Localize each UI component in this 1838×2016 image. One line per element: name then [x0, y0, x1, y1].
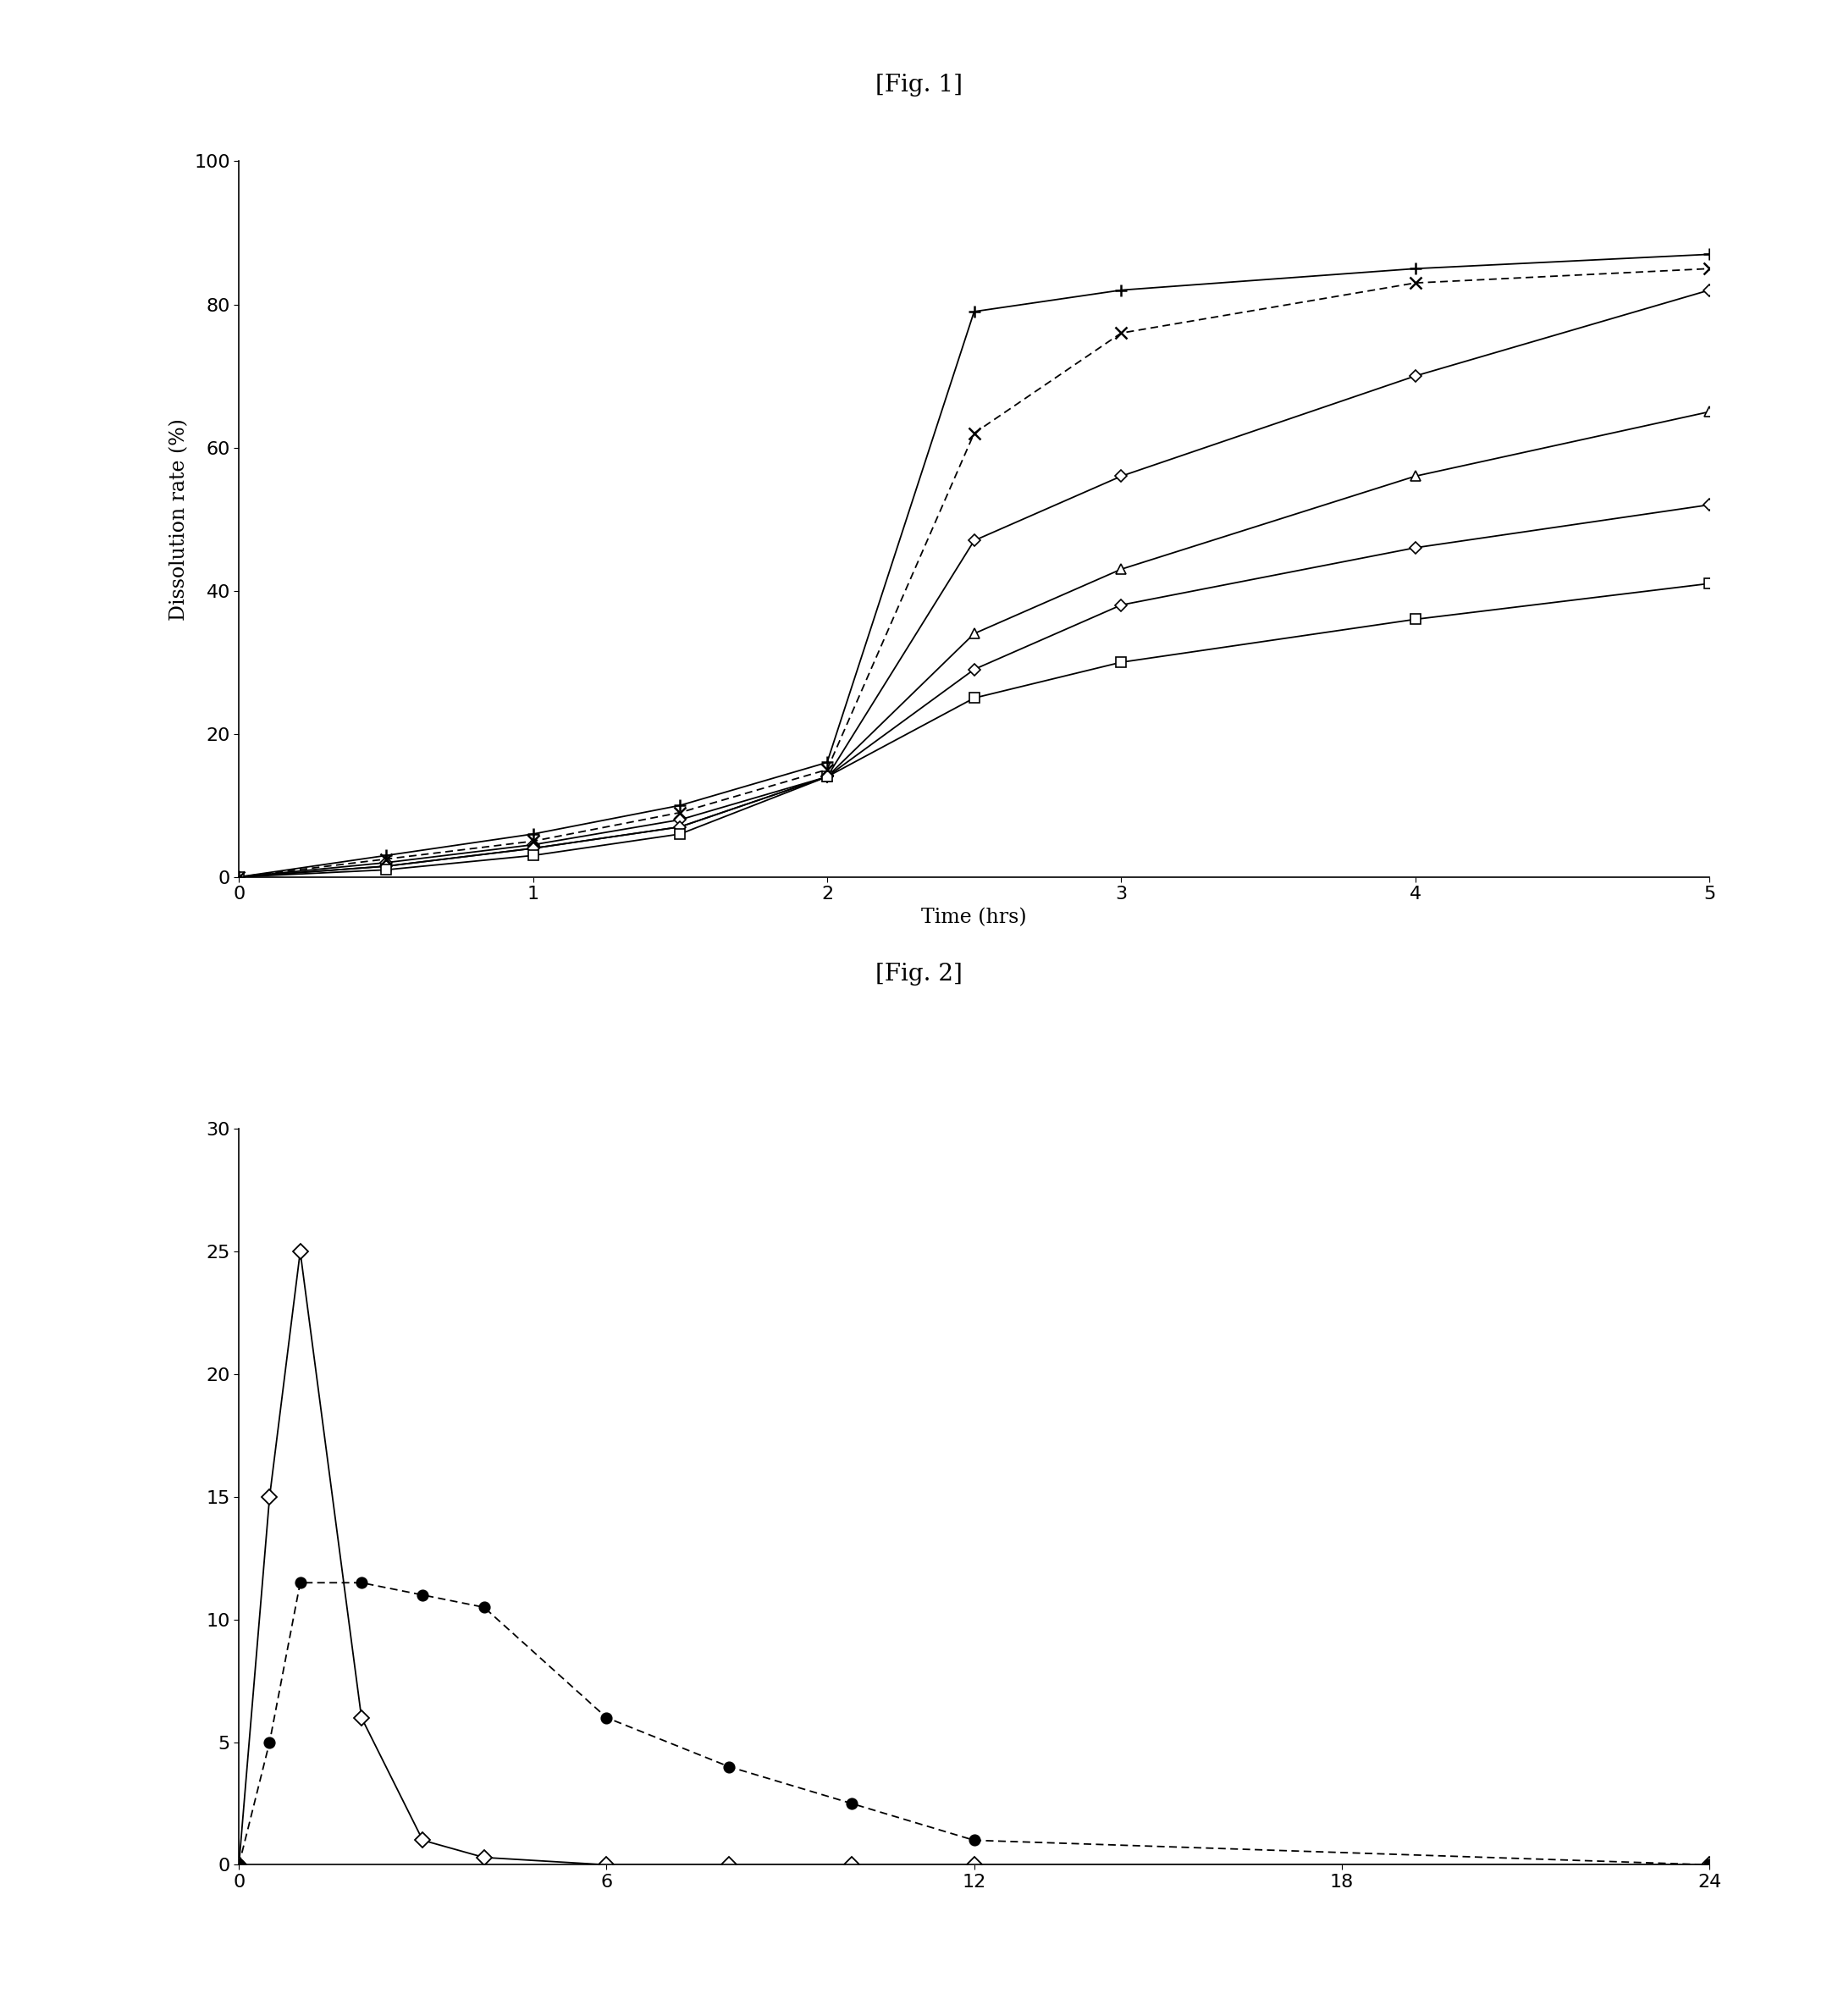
X-axis label: Time (hrs): Time (hrs) [921, 907, 1027, 927]
Text: [Fig. 2]: [Fig. 2] [875, 962, 963, 986]
Y-axis label: Dissolution rate (%): Dissolution rate (%) [169, 417, 189, 621]
Text: [Fig. 1]: [Fig. 1] [875, 73, 963, 97]
